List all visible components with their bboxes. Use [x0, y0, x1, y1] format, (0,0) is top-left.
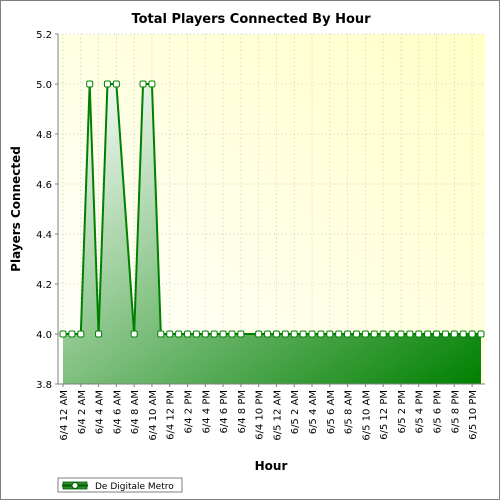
- y-tick-label: 4.6: [36, 180, 52, 191]
- data-point: [237, 330, 245, 338]
- data-point: [397, 330, 405, 338]
- data-point: [424, 330, 432, 338]
- x-tick-label: 6/5 12 AM: [272, 390, 283, 441]
- x-tick-label: 6/4 8 AM: [130, 390, 141, 434]
- series-line-segment: [150, 83, 162, 335]
- y-tick-label: 4.2: [36, 280, 52, 291]
- data-point: [148, 80, 156, 88]
- legend-marker: [71, 482, 79, 489]
- data-point: [361, 330, 369, 338]
- data-point: [112, 80, 120, 88]
- y-tick-label: 4.0: [36, 330, 52, 341]
- y-axis-ticks: 3.8 4.0 4.2 4.4 4.6 4.8 5.0 5.2: [36, 30, 58, 391]
- data-point: [370, 330, 378, 338]
- data-point: [77, 330, 85, 338]
- legend-box: [57, 477, 183, 493]
- data-point: [210, 330, 218, 338]
- data-point: [299, 330, 307, 338]
- data-point: [441, 330, 449, 338]
- x-tick-label: 6/4 2 AM: [77, 390, 88, 434]
- x-tick-label: 6/5 12 PM: [379, 390, 390, 440]
- data-point: [166, 330, 174, 338]
- x-tick-label: 6/4 10 AM: [148, 390, 159, 441]
- data-point: [68, 330, 76, 338]
- y-tick-label: 3.8: [36, 380, 52, 391]
- x-tick-label: 6/4 2 PM: [184, 390, 195, 433]
- series-markers: [59, 80, 485, 338]
- x-tick-label: 6/5 2 AM: [290, 390, 301, 434]
- data-point: [344, 330, 352, 338]
- data-point: [335, 330, 343, 338]
- x-tick-label: 6/4 4 AM: [95, 390, 106, 434]
- legend-label: De Digitale Metro: [95, 482, 174, 492]
- data-point: [317, 330, 325, 338]
- data-point: [468, 330, 476, 338]
- y-axis-title: Players Connected: [9, 146, 23, 272]
- x-tick-label: 6/4 12 PM: [166, 390, 177, 440]
- data-point: [157, 330, 165, 338]
- y-tick-label: 4.8: [36, 130, 52, 141]
- y-tick-label: 5.0: [36, 80, 52, 91]
- data-point: [86, 80, 94, 88]
- data-point: [433, 330, 441, 338]
- x-axis-title: Hour: [255, 459, 288, 473]
- x-tick-label: 6/4 6 AM: [112, 390, 123, 434]
- series-line-segment: [88, 83, 100, 335]
- x-tick-label: 6/5 8 AM: [344, 390, 355, 434]
- legend: De Digitale Metro: [57, 477, 183, 493]
- data-point: [219, 330, 227, 338]
- data-point: [59, 330, 67, 338]
- data-point: [175, 330, 183, 338]
- series-line-segment: [133, 83, 145, 335]
- x-tick-label: 6/5 4 PM: [415, 390, 426, 433]
- data-point: [326, 330, 334, 338]
- data-point: [192, 330, 200, 338]
- data-point: [201, 330, 209, 338]
- data-point: [388, 330, 396, 338]
- series-line-segment: [115, 83, 136, 335]
- data-point: [228, 330, 236, 338]
- x-tick-label: 6/5 10 AM: [361, 390, 372, 441]
- data-point: [103, 80, 111, 88]
- x-tick-label: 6/5 8 PM: [450, 390, 461, 433]
- x-tick-label: 6/4 8 PM: [237, 390, 248, 433]
- chart-title: Total Players Connected By Hour: [131, 12, 371, 27]
- data-point: [130, 330, 138, 338]
- data-point: [379, 330, 387, 338]
- series-area-fill: [63, 84, 481, 384]
- x-tick-label: 6/5 6 AM: [326, 390, 337, 434]
- x-tick-label: 6/4 6 PM: [219, 390, 230, 433]
- data-point: [477, 330, 485, 338]
- data-point: [406, 330, 414, 338]
- data-point: [255, 330, 263, 338]
- data-point: [308, 330, 316, 338]
- series-line-segment: [97, 83, 109, 335]
- data-point: [459, 330, 467, 338]
- y-tick-label: 4.4: [36, 230, 52, 241]
- data-point: [281, 330, 289, 338]
- data-point: [450, 330, 458, 338]
- data-point: [352, 330, 360, 338]
- data-point: [139, 80, 147, 88]
- x-tick-label: 6/5 2 PM: [397, 390, 408, 433]
- data-point: [272, 330, 280, 338]
- series-area: [63, 84, 481, 384]
- data-point: [290, 330, 298, 338]
- x-tick-label: 6/4 12 AM: [59, 390, 70, 441]
- data-point: [95, 330, 103, 338]
- series-line-segment: [79, 83, 91, 335]
- data-point: [264, 330, 272, 338]
- x-tick-label: 6/5 6 PM: [433, 390, 444, 433]
- x-tick-label: 6/5 4 AM: [308, 390, 319, 434]
- x-tick-label: 6/5 10 PM: [468, 390, 479, 440]
- x-axis-ticks: 6/4 12 AM 6/4 2 AM 6/4 4 AM 6/4 6 AM 6/4 8 A…: [59, 384, 479, 441]
- y-tick-label: 5.2: [36, 30, 52, 41]
- x-tick-label: 6/4 4 PM: [201, 390, 212, 433]
- data-point: [184, 330, 192, 338]
- x-tick-label: 6/4 10 PM: [255, 390, 266, 440]
- data-point: [415, 330, 423, 338]
